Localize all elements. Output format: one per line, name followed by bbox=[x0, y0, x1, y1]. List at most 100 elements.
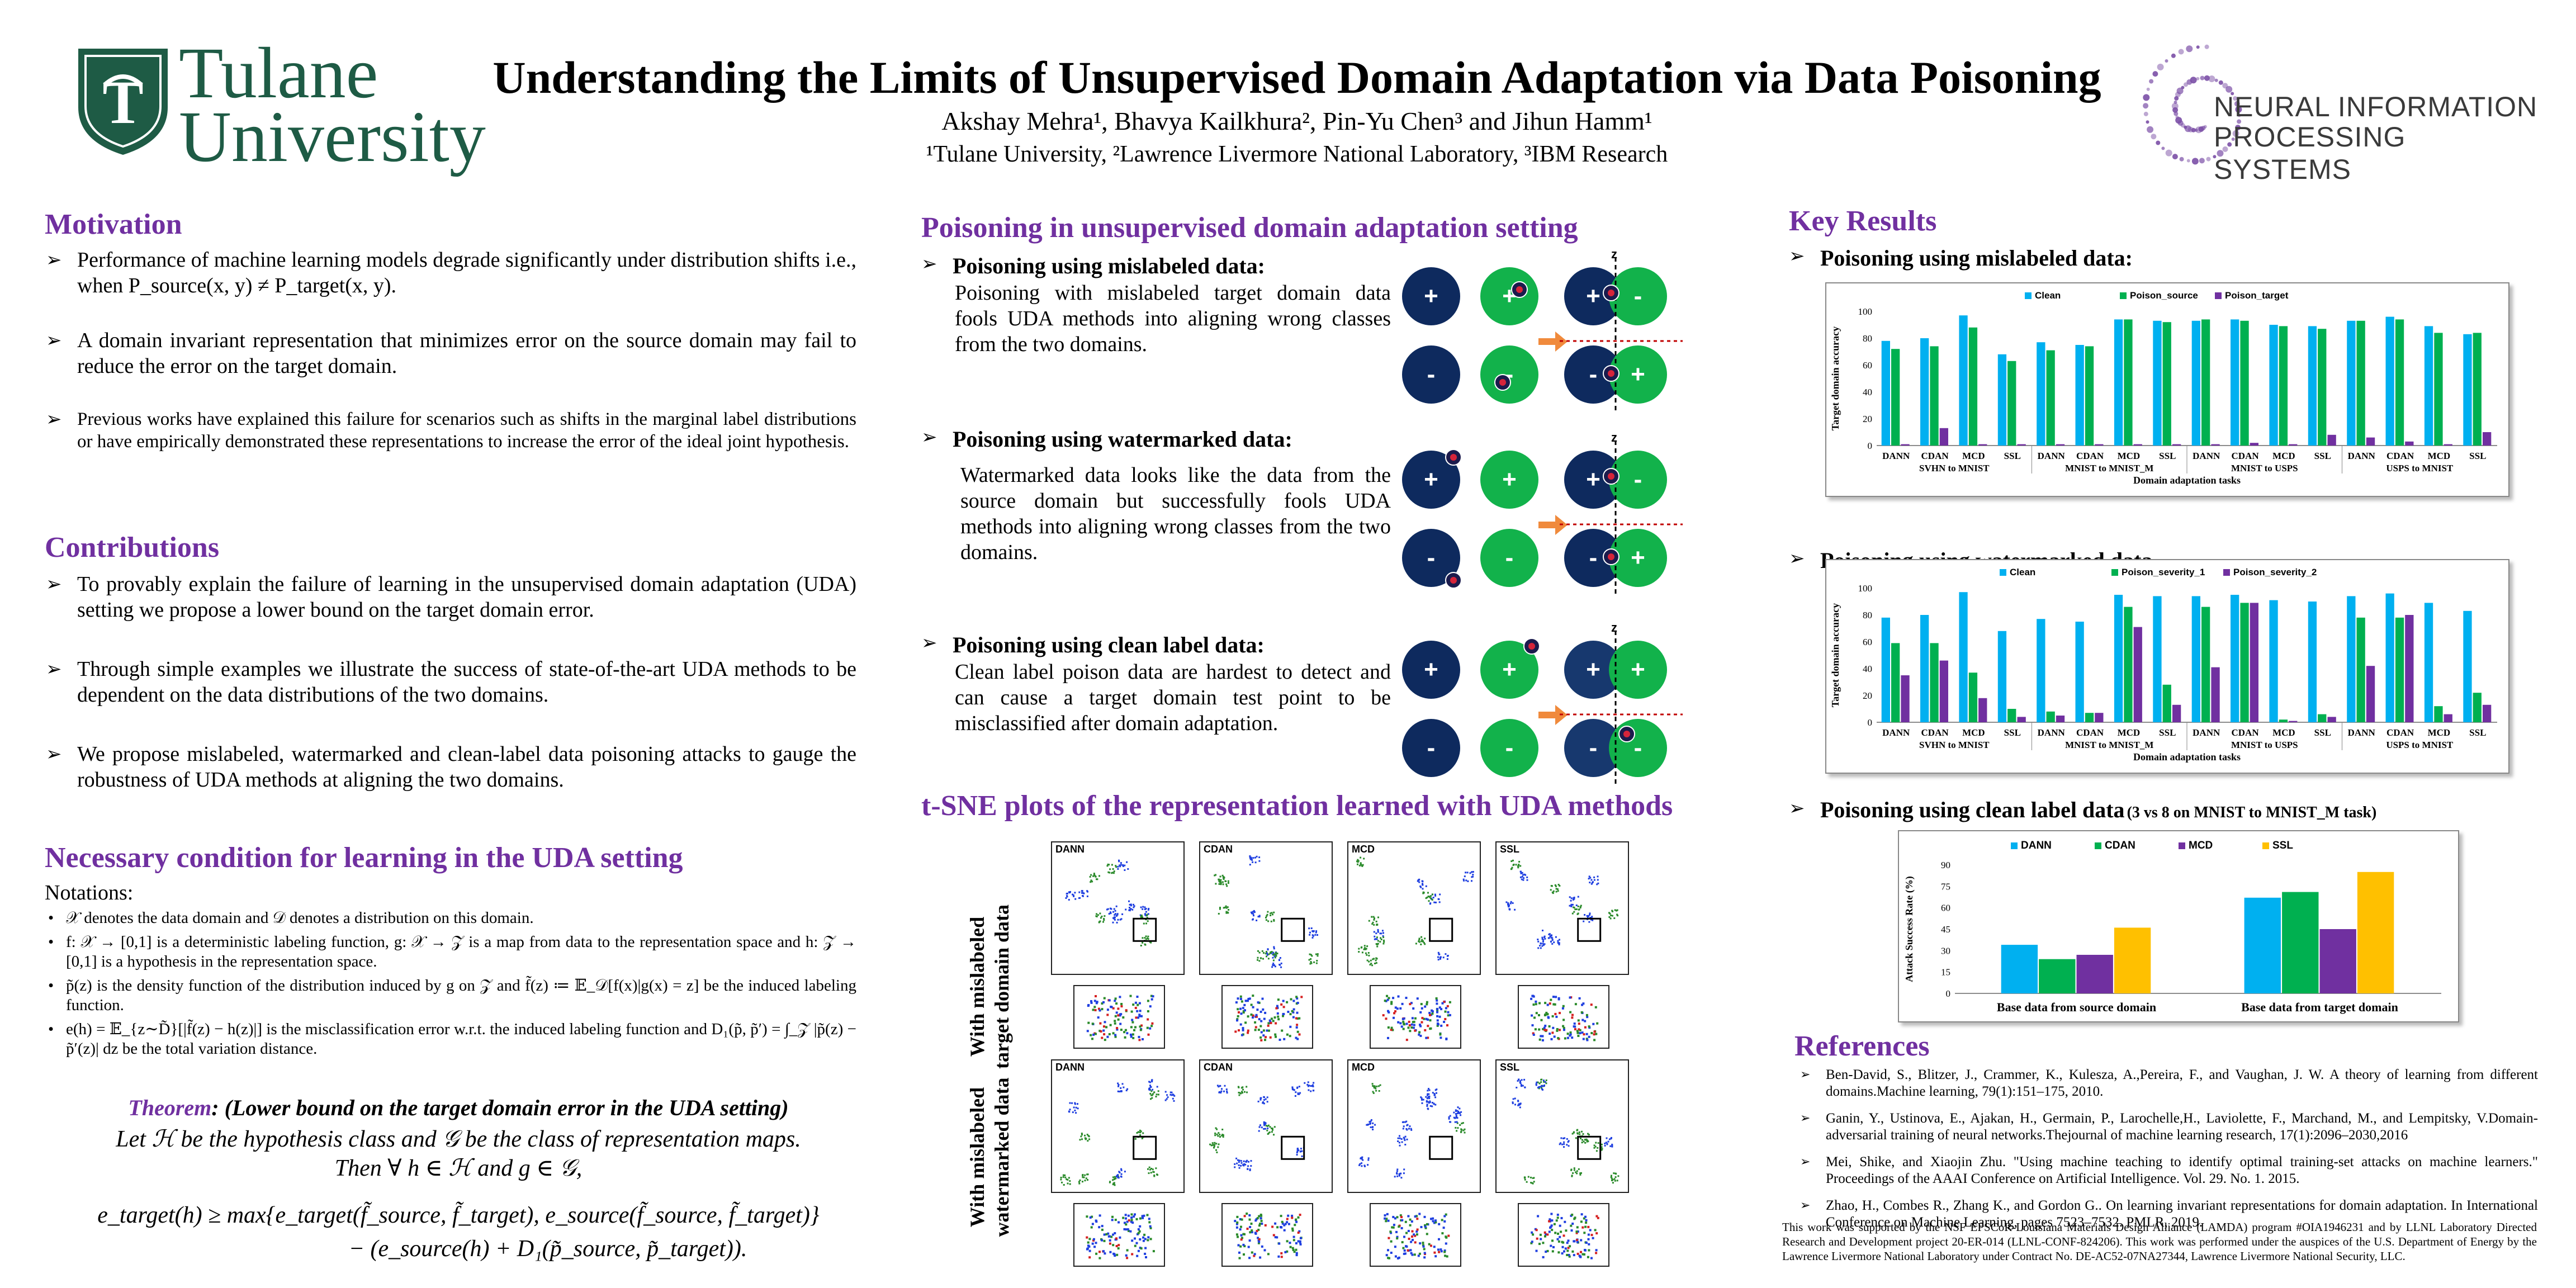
x-tick-label: CDAN bbox=[1921, 451, 1949, 461]
tsne-panel-dann-row1: DANN bbox=[1051, 841, 1185, 975]
contributions-bullet-1: To provably explain the failure of learn… bbox=[46, 571, 856, 623]
bar bbox=[2347, 320, 2356, 446]
x-tick-label: MCD bbox=[1962, 727, 1985, 738]
chart-watermarked: Clean Poison_severity_1 Poison_severity_2 0… bbox=[1825, 559, 2509, 774]
poison-point-a-mark bbox=[1450, 454, 1457, 461]
bar bbox=[2017, 444, 2026, 446]
y-tick-label: 90 bbox=[1941, 860, 1950, 870]
bar bbox=[2473, 693, 2482, 722]
tulane-wordmark-line1: Tulane bbox=[179, 33, 378, 113]
poisoning-section-mislabeled: Poisoning using mislabeled data: Poisoni… bbox=[921, 253, 1391, 357]
aligned-poison-a-mark bbox=[1623, 731, 1630, 737]
y-tick-label: 30 bbox=[1941, 945, 1950, 956]
bar bbox=[2395, 319, 2404, 446]
target-minus-disk bbox=[1480, 719, 1538, 777]
tsne-panel-label: CDAN bbox=[1204, 1062, 1233, 1073]
poison-point-a-mark bbox=[1528, 643, 1535, 650]
x-tick-label: CDAN bbox=[2076, 451, 2104, 461]
y-tick-label: 40 bbox=[1863, 387, 1872, 397]
group-label: SVHN to MNIST bbox=[1919, 463, 1990, 473]
source-plus-disk-sign: + bbox=[1424, 466, 1438, 493]
y-tick-label: 20 bbox=[1863, 414, 1872, 424]
y-tick-label: 80 bbox=[1863, 610, 1872, 621]
notation-4: e(h) = 𝔼_{z∼D̃}[|f̃(z) − h(z)|] is the m… bbox=[46, 1020, 856, 1059]
notations-label: Notations: bbox=[45, 881, 134, 905]
neurips-wordmark-line2: PROCESSING SYSTEMS bbox=[2214, 121, 2406, 185]
bar bbox=[2434, 333, 2443, 446]
bar bbox=[2308, 602, 2317, 722]
motivation-list: Performance of machine learning models d… bbox=[46, 247, 856, 453]
tulane-wordmark-line2: University bbox=[179, 97, 486, 177]
tsne-row1-label: With mislabeled target domain data bbox=[965, 905, 1014, 1069]
theorem-equation-2: − (e_source(h) + D₁(p̃_source, p̃_target… bbox=[348, 1236, 747, 1262]
legend-label: DANN bbox=[2021, 840, 2052, 851]
tsne-zoom-cdan-row2 bbox=[1221, 1203, 1313, 1267]
poisoning-section-cleanlabel: Poisoning using clean label data: Clean … bbox=[921, 632, 1391, 736]
legend-swatch bbox=[2111, 569, 2118, 576]
source-minus-disk bbox=[1402, 345, 1460, 404]
x-tick-label: Base data from source domain bbox=[1997, 1000, 2156, 1014]
bar bbox=[2231, 595, 2239, 722]
necessary-heading: Necessary condition for learning in the … bbox=[45, 842, 683, 874]
y-tick-label: 0 bbox=[1868, 441, 1873, 451]
diagram-cleanlabel: + - + - + - + - z bbox=[1402, 621, 1683, 784]
group-label: USPS to MNIST bbox=[2386, 740, 2454, 750]
aligned-green-lower-disk-sign: - bbox=[1634, 734, 1642, 761]
y-tick-label: 20 bbox=[1863, 690, 1872, 701]
legend-label: Poison_source bbox=[2130, 290, 2198, 301]
target-plus-disk-sign: + bbox=[1502, 466, 1517, 493]
aligned-plus-disk bbox=[1564, 451, 1622, 509]
results-cleanlabel-note: (3 vs 8 on MNIST to MNIST_M task) bbox=[2127, 804, 2377, 821]
aligned-plus-disk-sign: + bbox=[1586, 282, 1600, 310]
tsne-zoom-ssl-row2 bbox=[1518, 1203, 1609, 1267]
target-minus-disk-sign: - bbox=[1505, 734, 1514, 761]
mislabeled-text: Poisoning with mislabeled target domain … bbox=[955, 281, 1391, 356]
bar bbox=[2153, 596, 2162, 722]
aligned-poison-a-mark bbox=[1608, 290, 1614, 296]
reference-item: Zhao, H., Combes R., Zhang K., and Gordo… bbox=[1789, 1197, 2538, 1231]
y-axis-label: Target domain accuracy bbox=[1830, 326, 1841, 430]
bar bbox=[2046, 350, 2055, 446]
bar bbox=[2424, 326, 2433, 446]
bar bbox=[2211, 444, 2220, 446]
legend-label: Poison_severity_1 bbox=[2122, 567, 2205, 577]
legend-label: Clean bbox=[2035, 290, 2061, 301]
bar bbox=[2250, 603, 2258, 722]
x-tick-label: MCD bbox=[2118, 451, 2141, 461]
group-label: MNIST to USPS bbox=[2231, 740, 2298, 750]
bar bbox=[2046, 711, 2055, 722]
y-tick-label: 100 bbox=[1858, 583, 1873, 594]
watermarked-text: Watermarked data looks like the data fro… bbox=[960, 463, 1391, 564]
bar bbox=[2056, 716, 2065, 722]
x-tick-label: MCD bbox=[2272, 727, 2295, 738]
bar bbox=[2162, 322, 2171, 446]
aligned-green-upper-disk bbox=[1609, 267, 1667, 325]
source-minus-disk-sign: - bbox=[1427, 544, 1436, 571]
bar bbox=[2095, 713, 2104, 722]
legend-swatch bbox=[2120, 292, 2127, 299]
tsne-row2-label: With mislabeled watermarked data bbox=[965, 1078, 1014, 1237]
bar bbox=[2007, 361, 2016, 446]
bar bbox=[2327, 717, 2336, 722]
motivation-bullet-3-text: Previous works have explained this failu… bbox=[77, 409, 856, 452]
contributions-bullet-3-text: We propose mislabeled, watermarked and c… bbox=[77, 742, 856, 792]
aligned-poison-a-mark bbox=[1608, 473, 1614, 480]
legend-label: Clean bbox=[2010, 567, 2035, 577]
diagram-watermarked: + - + - + - - + z bbox=[1402, 430, 1683, 594]
bar bbox=[2124, 607, 2133, 722]
legend-label: SSL bbox=[2272, 840, 2293, 851]
z-axis-label: z bbox=[1611, 621, 1617, 634]
x-tick-label: MCD bbox=[2272, 451, 2295, 461]
tsne-panel-label: MCD bbox=[1352, 844, 1375, 855]
bar bbox=[2269, 325, 2278, 446]
tsne-row1-label-l2: target domain data bbox=[991, 905, 1013, 1069]
tsne-grid: DANN CDAN MCD SSL DANN CDAN MCD SSL bbox=[1051, 841, 1644, 1283]
bar bbox=[2172, 444, 2181, 446]
bar bbox=[2201, 607, 2210, 722]
bar bbox=[2444, 444, 2452, 446]
legend-swatch bbox=[2223, 569, 2230, 576]
y-tick-label: 60 bbox=[1941, 903, 1950, 913]
aligned-green-lower-disk-sign: + bbox=[1631, 544, 1645, 571]
tsne-row2-label-l1: With mislabeled bbox=[966, 1087, 988, 1228]
y-tick-label: 0 bbox=[1868, 717, 1873, 728]
